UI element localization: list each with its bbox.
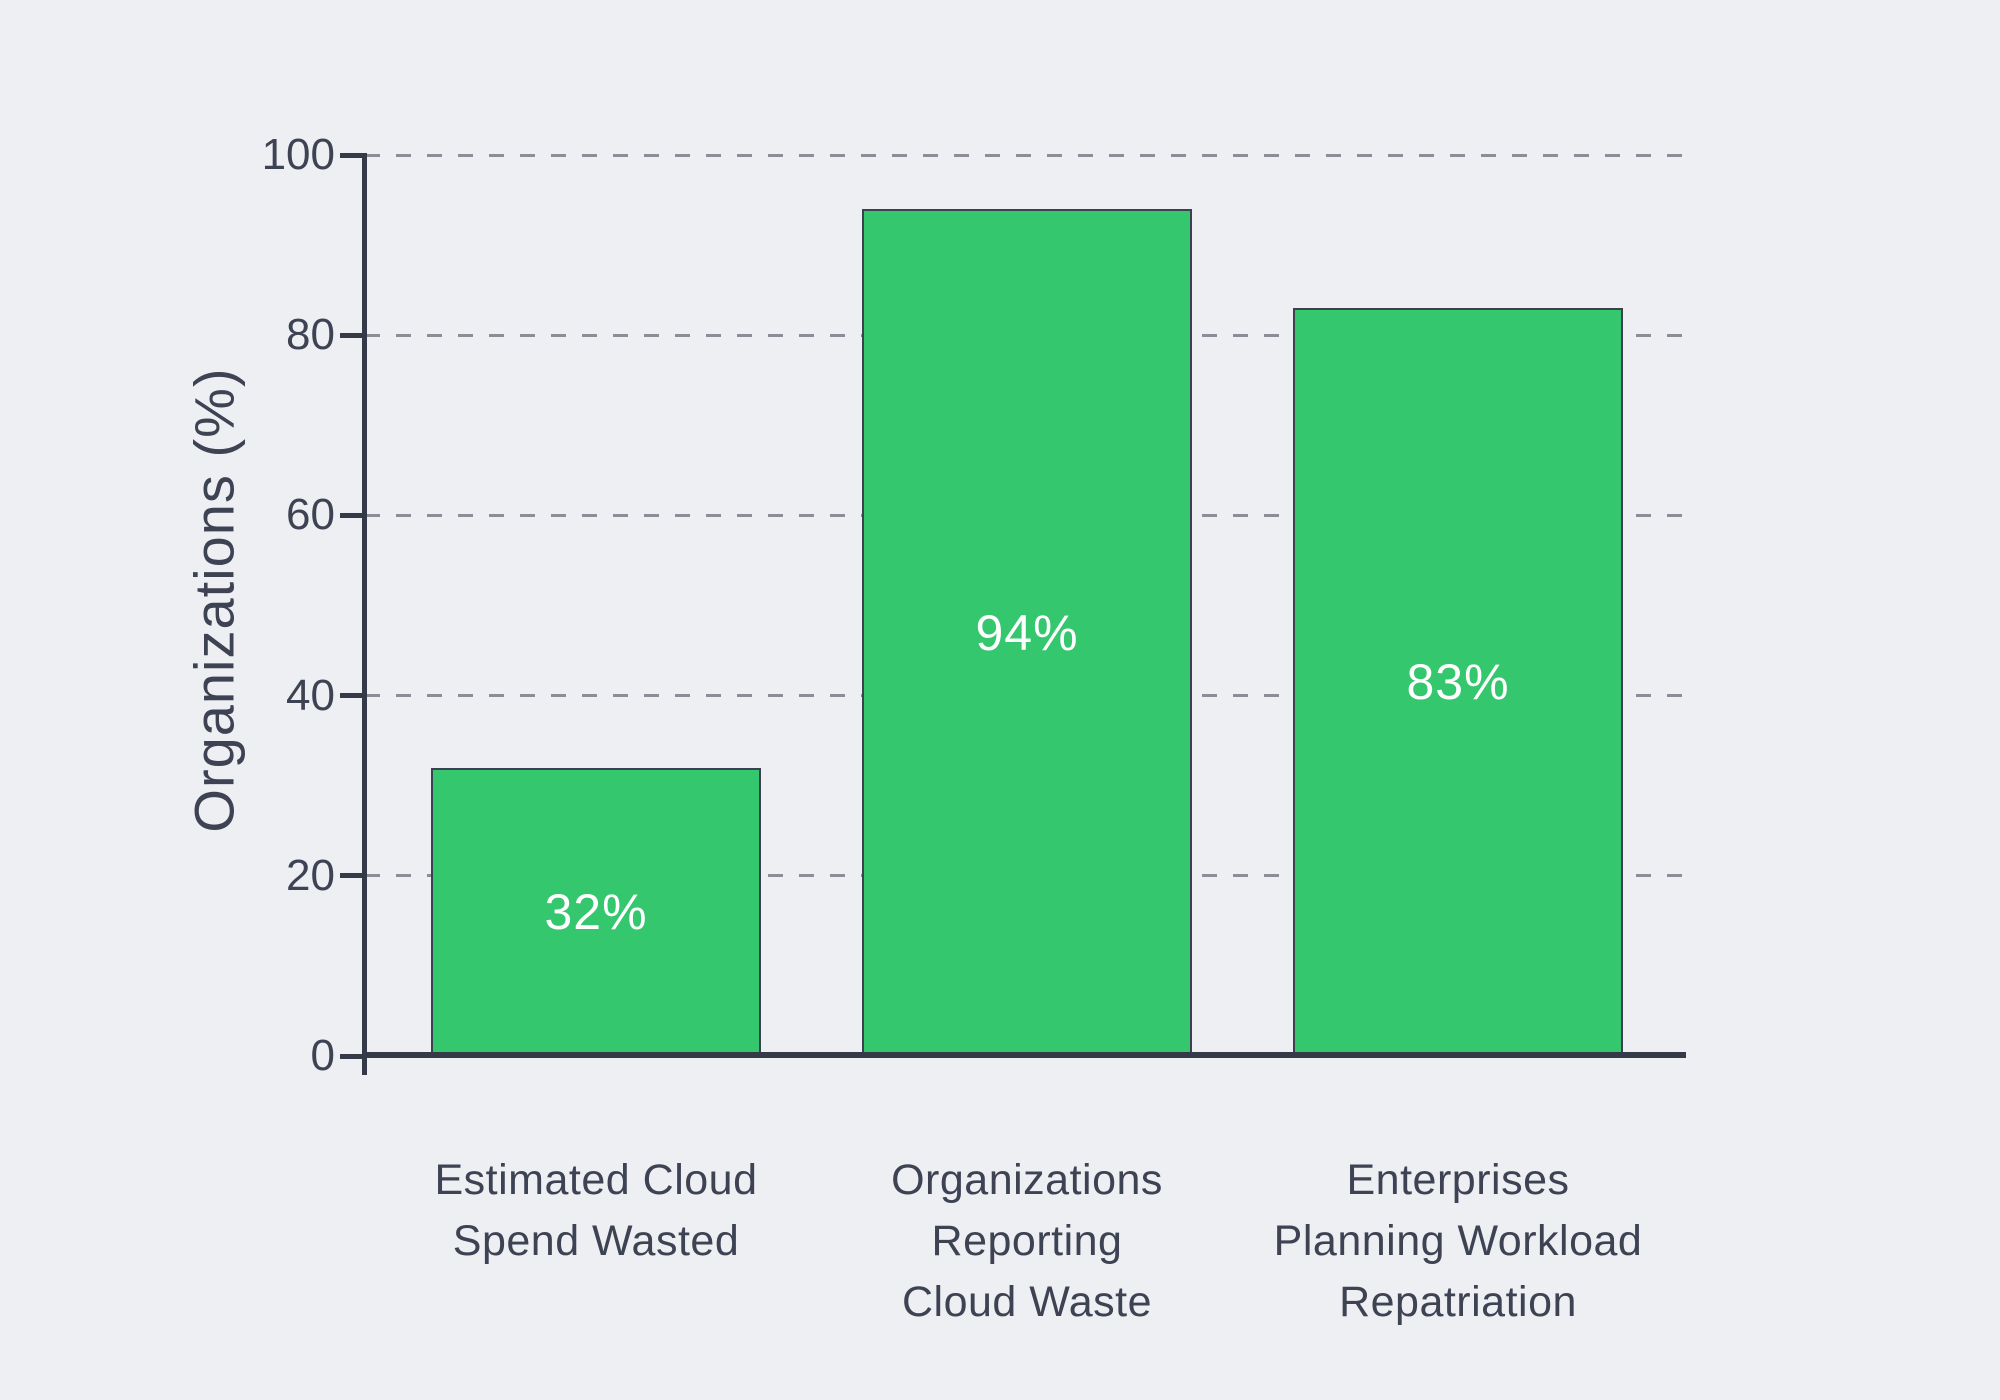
y-tick-label: 40 xyxy=(286,670,335,720)
y-tick-label: 0 xyxy=(310,1031,335,1080)
bar-value-label: 94% xyxy=(975,604,1079,661)
y-tick-label: 60 xyxy=(286,490,335,540)
y-axis-title: Organizations (%) xyxy=(182,367,246,833)
bar-value-label: 32% xyxy=(544,884,648,940)
y-tick-mark xyxy=(340,512,367,518)
y-tick-label: 100 xyxy=(261,130,335,179)
y-tick-mark xyxy=(340,1053,367,1059)
y-tick-mark xyxy=(340,332,367,338)
bar: 94% xyxy=(862,209,1192,1056)
y-tick-label: 20 xyxy=(286,850,335,900)
x-axis-line xyxy=(362,1052,1686,1058)
bar-value-label: 83% xyxy=(1406,654,1510,710)
y-tick-mark xyxy=(340,873,367,879)
y-axis-line xyxy=(362,155,367,1075)
x-category-label: Estimated Cloud Spend Wasted xyxy=(434,1156,758,1265)
x-category-label: Organizations Reporting Cloud Waste xyxy=(891,1156,1163,1326)
plot-area: 32% 94% 83% xyxy=(365,153,1683,1056)
y-gridline xyxy=(365,153,1683,157)
bar: 83% xyxy=(1293,308,1623,1056)
bar: 32% xyxy=(431,768,761,1056)
y-tick-mark xyxy=(340,693,367,699)
y-tick-label: 80 xyxy=(286,310,335,360)
x-category-label: Enterprises Planning Workload Repatriati… xyxy=(1273,1156,1643,1326)
y-tick-mark xyxy=(340,152,367,158)
